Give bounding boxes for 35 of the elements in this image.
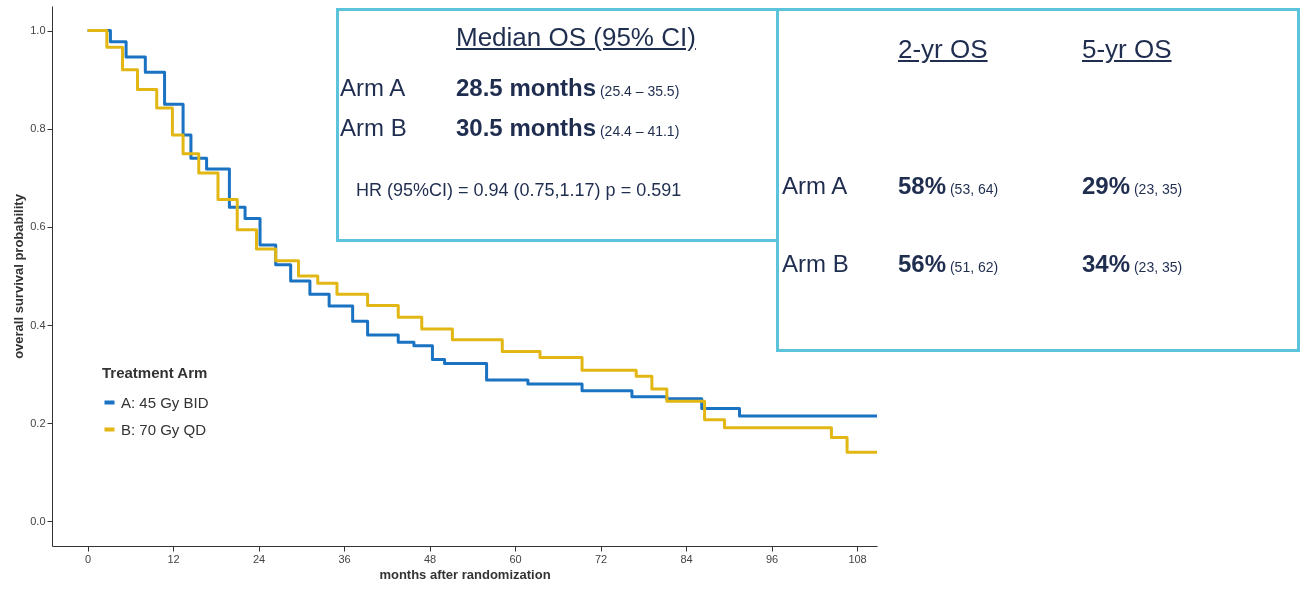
- text: 34% (23, 35): [1082, 250, 1183, 277]
- legend-title: Treatment Arm: [102, 364, 208, 381]
- annotation: Arm B: [340, 114, 407, 142]
- text: 5-yr OS: [1082, 34, 1172, 65]
- x-tick-label: 60: [509, 552, 522, 565]
- x-tick-label: 12: [167, 552, 180, 565]
- legend-label: A: 45 Gy BID: [121, 393, 209, 411]
- x-tick-label: 0: [85, 552, 92, 565]
- text: 58% (53, 64): [898, 172, 999, 199]
- x-tick-label: 96: [765, 552, 779, 565]
- annotation: Arm A: [782, 172, 848, 200]
- text: 56% (51, 62): [898, 250, 999, 277]
- x-tick-label: 108: [848, 552, 867, 565]
- text: 2-yr OS: [898, 34, 988, 65]
- y-tick-label: 0.0: [30, 514, 46, 527]
- x-tick-label: 36: [338, 552, 351, 565]
- y-tick-label: 0.6: [30, 220, 46, 233]
- text: 29% (23, 35): [1082, 172, 1183, 199]
- annotation: Arm B: [782, 250, 849, 278]
- y-tick-label: 0.4: [30, 318, 46, 331]
- annotation: 30.5 months (24.4 – 41.1): [456, 114, 680, 141]
- x-tick-label: 84: [680, 552, 693, 565]
- legend-label: B: 70 Gy QD: [121, 420, 207, 438]
- y-tick-label: 0.8: [30, 122, 46, 135]
- x-tick-label: 72: [594, 552, 608, 565]
- annotation: Arm A: [340, 74, 406, 102]
- annotation: HR (95%CI) = 0.94 (0.75,1.17) p = 0.591: [356, 180, 682, 201]
- x-tick-label: 48: [423, 552, 437, 565]
- y-tick-label: 1.0: [30, 24, 46, 37]
- y-axis-title: overall survival probability: [11, 193, 27, 359]
- x-tick-label: 24: [252, 552, 266, 565]
- annotation: 28.5 months (25.4 – 35.5): [456, 74, 680, 101]
- x-axis-title: months after randomization: [379, 566, 551, 582]
- y-tick-label: 0.2: [30, 416, 46, 429]
- annotation: Median OS (95% CI): [456, 22, 696, 53]
